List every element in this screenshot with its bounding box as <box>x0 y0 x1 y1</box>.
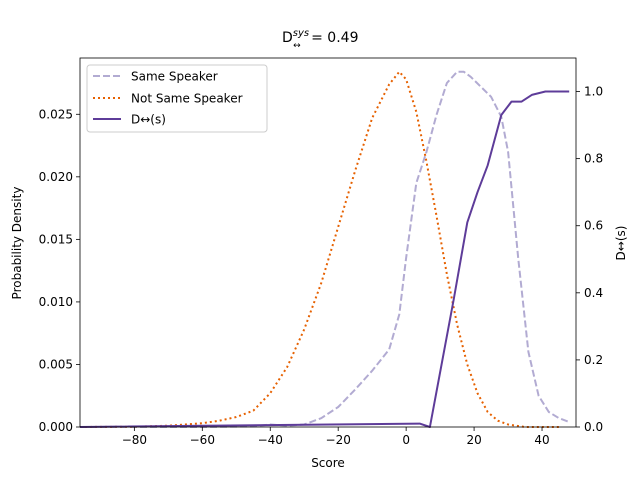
x-tick-label: 40 <box>534 433 549 447</box>
series-line-d-curve <box>79 90 570 428</box>
title-rest: = 0.49 <box>307 30 359 46</box>
title-main: D <box>282 30 293 46</box>
x-tick-label: 20 <box>466 433 481 447</box>
legend-label-d-curve: D↔(s) <box>131 113 166 127</box>
y-axis-label: Probability Density <box>10 187 24 300</box>
y-tick-label: 0.010 <box>39 295 73 309</box>
y-tick-label: 0.020 <box>39 170 73 184</box>
title-sup: sys <box>293 28 309 39</box>
y2-tick-label: 0.6 <box>584 219 603 233</box>
x-axis-ticks: −80 −60 −40 −20 0 20 40 <box>122 427 550 447</box>
legend-label-same-speaker: Same Speaker <box>131 70 218 84</box>
x-tick-label: −20 <box>326 433 351 447</box>
y2-tick-label: 0.0 <box>584 420 603 434</box>
y-tick-label: 0.000 <box>39 420 73 434</box>
y-axis-ticks: 0.000 0.005 0.010 0.015 0.020 0.025 <box>39 107 80 434</box>
x-axis-label: Score <box>311 456 345 470</box>
x-tick-label: −60 <box>190 433 215 447</box>
plot-frame <box>79 57 577 428</box>
title-sub: ↔ <box>293 41 301 51</box>
y2-tick-label: 0.4 <box>584 286 603 300</box>
y2-tick-label: 1.0 <box>584 85 603 99</box>
y2-axis-ticks: 0.0 0.2 0.4 0.6 0.8 1.0 <box>576 85 603 434</box>
chart-title: Dsys ↔ = 0.49 <box>282 28 358 51</box>
y2-axis-label: D↔(s) <box>614 226 628 261</box>
y2-tick-label: 0.8 <box>584 152 603 166</box>
series-layer <box>79 70 570 428</box>
x-tick-label: 0 <box>402 433 410 447</box>
y-tick-label: 0.025 <box>39 107 73 121</box>
y-tick-label: 0.005 <box>39 357 73 371</box>
y2-tick-label: 0.2 <box>584 353 603 367</box>
y-tick-label: 0.015 <box>39 232 73 246</box>
x-tick-label: −40 <box>258 433 283 447</box>
legend-label-not-same-speaker: Not Same Speaker <box>131 92 243 106</box>
x-tick-label: −80 <box>122 433 147 447</box>
legend: Same Speaker Not Same Speaker D↔(s) <box>86 64 268 133</box>
legend-box <box>86 64 268 133</box>
